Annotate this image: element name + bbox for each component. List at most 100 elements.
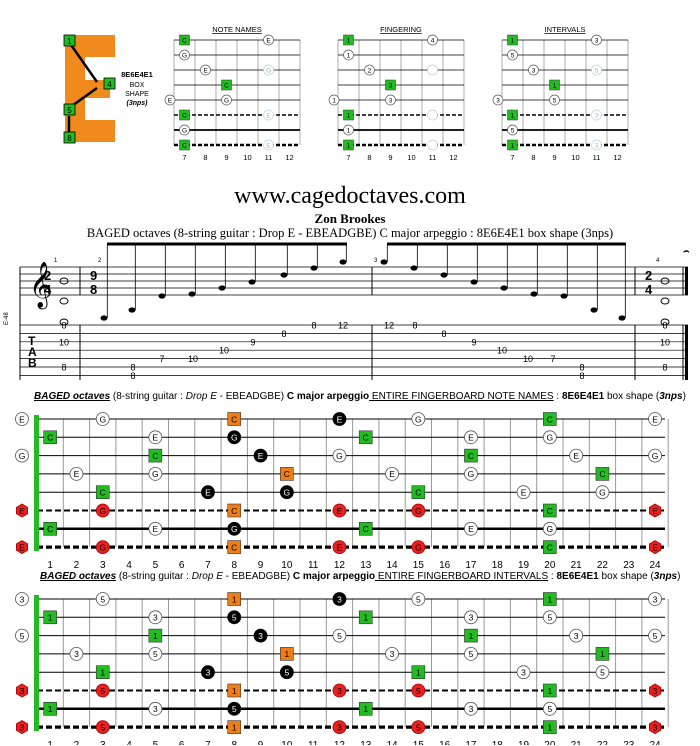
fb2-note bbox=[332, 592, 347, 606]
fb1-note bbox=[69, 467, 84, 481]
fb1-note bbox=[148, 430, 163, 445]
mini-2-note bbox=[343, 109, 354, 121]
fb1-note bbox=[332, 503, 347, 518]
fb1-note bbox=[648, 448, 662, 463]
chord-notehead bbox=[59, 297, 69, 305]
mini-3-note-label: 5 bbox=[553, 98, 557, 105]
notehead bbox=[310, 265, 318, 271]
mini-3-note-label: 1 bbox=[553, 83, 557, 90]
notehead bbox=[590, 307, 598, 313]
fb2-note bbox=[95, 665, 110, 679]
fb1-note-label: C bbox=[284, 469, 290, 479]
fb1-fret-number: 4 bbox=[126, 560, 132, 570]
time-sig-num: 2 bbox=[44, 268, 51, 283]
fb2-note-label: 1 bbox=[232, 594, 237, 604]
mini-1-note-label: G bbox=[266, 68, 271, 75]
notehead bbox=[618, 315, 626, 321]
tab-number: 8 bbox=[281, 329, 286, 339]
fb2-note-label: 3 bbox=[206, 668, 211, 678]
fb2-note-label: 5 bbox=[100, 594, 105, 604]
mini-1-fret-number: 12 bbox=[285, 153, 293, 160]
fb1-note bbox=[516, 485, 531, 500]
fb2-note-label: 1 bbox=[363, 613, 368, 623]
fb1-note bbox=[542, 430, 557, 445]
fb1-note bbox=[227, 412, 242, 426]
notehead bbox=[158, 293, 166, 299]
mini-2-note bbox=[427, 139, 438, 151]
fb2-note bbox=[358, 610, 373, 625]
fb1-note bbox=[411, 412, 426, 426]
mini-3-note bbox=[591, 34, 602, 46]
fb1-note bbox=[649, 503, 662, 518]
fb1-note bbox=[15, 448, 29, 463]
tab-number: 8 bbox=[61, 363, 66, 373]
fb1-note-label: G bbox=[599, 488, 606, 498]
logo-dot-8: 8 bbox=[67, 134, 72, 143]
mini-1-fret-number: 10 bbox=[243, 153, 251, 160]
fb2-fret-number: 23 bbox=[623, 740, 635, 745]
fb2-note-label: 1 bbox=[547, 722, 552, 732]
fingerboard-note-names: 1 2 3 4 5 6 7 8 9 10 11 12 13 14 15 16 17 18 19 20 21 22 23 24E… bbox=[15, 412, 669, 570]
tab-number: 10 bbox=[188, 354, 198, 364]
fb2-nut bbox=[34, 595, 39, 732]
fb2-note bbox=[464, 610, 478, 625]
mini-3-note-label: 3 bbox=[595, 143, 599, 150]
mini-2-note bbox=[343, 34, 354, 46]
fb2-note bbox=[227, 683, 242, 698]
fb1-note bbox=[15, 540, 29, 555]
fb2-fret-number: 14 bbox=[386, 740, 398, 745]
mini-2-note bbox=[328, 94, 340, 106]
mini-2-fret-number: 10 bbox=[407, 153, 415, 160]
mini-2-note-label: 1 bbox=[347, 53, 351, 60]
fb2-fret-number: 22 bbox=[597, 740, 609, 745]
fb2-fret-number: 9 bbox=[258, 740, 264, 745]
fb1-note-label: E bbox=[337, 414, 343, 424]
fb2-note-label: 1 bbox=[153, 631, 158, 641]
fb2-note bbox=[411, 683, 426, 698]
tab-number: 10 bbox=[219, 346, 229, 356]
fb2-note-label: 5 bbox=[547, 613, 552, 623]
mini-3-note bbox=[591, 109, 602, 121]
fb2-fret-number: 13 bbox=[360, 740, 372, 745]
fb1-note-label: C bbox=[415, 488, 421, 498]
fb2-note bbox=[464, 647, 478, 661]
fb2-note-label: 5 bbox=[337, 631, 342, 641]
fb1-fret-number: 17 bbox=[465, 560, 477, 570]
mini-3-note-label: 1 bbox=[511, 113, 515, 120]
chart1-title: BAGED octaves (8-string guitar : Drop E … bbox=[34, 391, 686, 402]
fb1-note-label: E bbox=[652, 542, 658, 552]
mini-3-note-label: 5 bbox=[595, 68, 599, 75]
fb1-fret-number: 11 bbox=[308, 560, 319, 570]
fb2-note-label: 5 bbox=[232, 704, 237, 714]
fb1-note bbox=[253, 448, 268, 463]
fb2-note-label: 1 bbox=[416, 668, 421, 678]
fb2-note-label: 3 bbox=[258, 631, 263, 641]
time-sig-den: 8 bbox=[90, 282, 97, 297]
mini-3-note-label: 3 bbox=[532, 68, 536, 75]
fb2-note bbox=[227, 720, 242, 734]
logo-box: BOX bbox=[130, 82, 145, 89]
mini-1-note bbox=[221, 79, 232, 91]
fb2-fret-number: 11 bbox=[308, 740, 319, 745]
fb2-note-label: 1 bbox=[547, 594, 552, 604]
fb1-note bbox=[148, 448, 163, 463]
fb1-fret-number: 6 bbox=[179, 560, 185, 570]
fb2-note bbox=[649, 683, 662, 698]
fb1-fret-number: 3 bbox=[100, 560, 106, 570]
fb1-note-label: G bbox=[284, 488, 291, 498]
notehead bbox=[188, 291, 196, 297]
mini-3-note bbox=[507, 139, 518, 151]
mini-3-note-label: 5 bbox=[511, 53, 515, 60]
fb1-note-label: C bbox=[468, 451, 474, 461]
fb1-note bbox=[227, 503, 242, 518]
mini-3-note bbox=[507, 34, 518, 46]
tab-letter: T bbox=[28, 334, 36, 348]
fb2-fret-number: 6 bbox=[179, 740, 185, 745]
fb2-note-label: 3 bbox=[390, 649, 395, 659]
fb1-note-label: C bbox=[231, 506, 237, 516]
fb1-fret-number: 21 bbox=[571, 560, 583, 570]
fb1-note bbox=[148, 521, 163, 536]
mini-1-note-label: E bbox=[168, 98, 173, 105]
fb1-note-label: G bbox=[336, 451, 343, 461]
chord-notehead bbox=[59, 318, 69, 326]
